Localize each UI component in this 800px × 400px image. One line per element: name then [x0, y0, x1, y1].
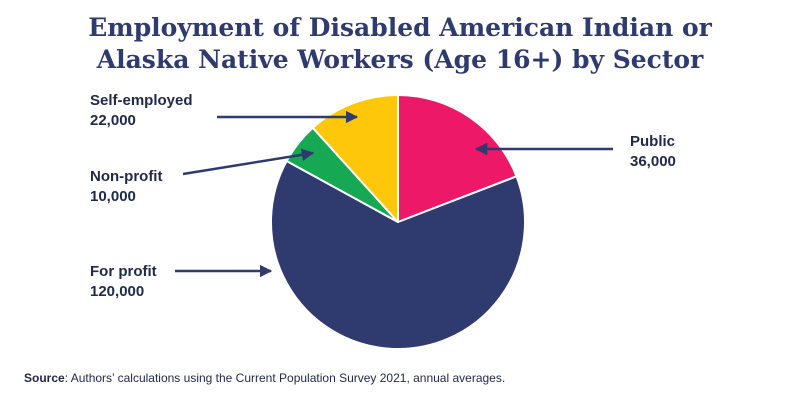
for-profit-category-label: For profit: [90, 263, 157, 280]
self-employed-category-label: Self-employed: [90, 92, 193, 109]
chart-title-line-2: Alaska Native Workers (Age 16+) by Secto…: [96, 45, 704, 74]
for-profit-label: For profit 120,000: [90, 263, 161, 300]
pie-slice-public: [397, 94, 518, 223]
self-employed-label: Self-employed 22,000: [90, 92, 197, 129]
public-category-label: Public: [630, 133, 675, 150]
pie-slice-self-employed: [311, 94, 399, 223]
non-profit-category-label: Non-profit: [90, 168, 162, 185]
for-profit-value-label: 120,000: [90, 283, 144, 300]
source-text: : Authors’ calculations using the Curren…: [64, 371, 506, 385]
self-employed-value-label: 22,000: [90, 112, 136, 129]
public-label: Public 36,000: [630, 133, 679, 170]
source-label: Source: [24, 371, 65, 385]
non-profit-pointer-arrow: [182, 148, 315, 176]
chart-title: Employment of Disabled American Indian o…: [0, 12, 800, 76]
chart-title-line-1: Employment of Disabled American Indian o…: [88, 13, 712, 42]
source-note: Source: Authors’ calculations using the …: [24, 371, 505, 385]
non-profit-label: Non-profit 10,000: [90, 168, 167, 205]
pie-slice-for-profit: [270, 159, 526, 350]
public-value-label: 36,000: [630, 153, 676, 170]
pie-slices: [270, 94, 526, 350]
non-profit-value-label: 10,000: [90, 188, 136, 205]
